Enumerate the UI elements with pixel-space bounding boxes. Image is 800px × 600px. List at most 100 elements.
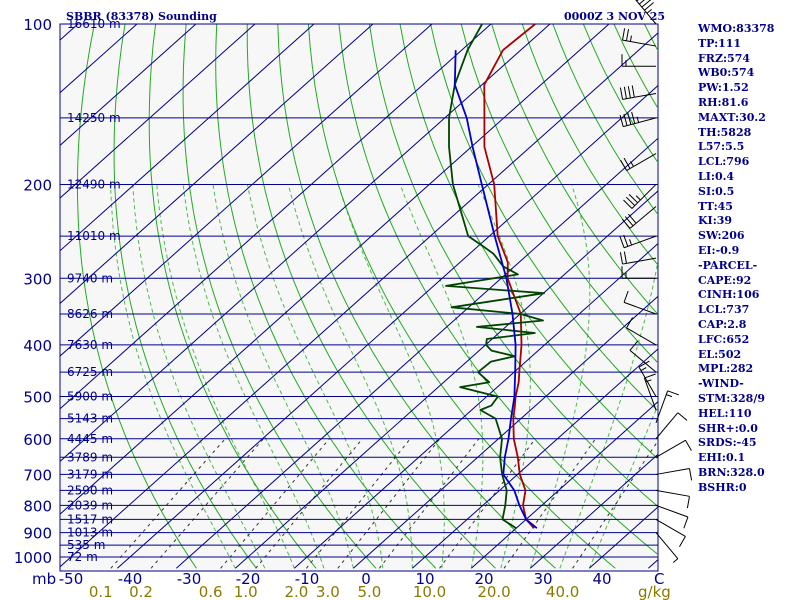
temperature-tick-label: 40 <box>592 570 611 588</box>
sounding-indices-panel: WMO:83378 TP:111 FRZ:574 WB0:574 PW:1.52 RH:8… <box>698 22 798 496</box>
wind-barb <box>623 290 657 315</box>
sounding-index: SHR+:0.0 <box>698 421 758 435</box>
sounding-index: FRZ:574 <box>698 51 751 65</box>
pressure-tick-label: 600 <box>23 431 52 449</box>
isotherm-line <box>176 137 658 569</box>
sounding-index: SI:0.5 <box>698 184 735 198</box>
mixing-ratio-line <box>220 438 330 569</box>
wind-barb <box>619 234 657 249</box>
temperature-tick-label: -20 <box>236 570 261 588</box>
moist-adiabat-line <box>529 184 591 569</box>
sounding-index: EHI:0.1 <box>698 451 746 465</box>
station-title: SBBR (83378) Sounding <box>66 10 217 23</box>
moist-adiabat-line <box>212 184 354 569</box>
temperature-tick-label: -50 <box>59 570 84 588</box>
height-label: 1517 m <box>67 512 113 526</box>
height-label: 12490 m <box>67 177 121 191</box>
wind-barb <box>621 266 656 279</box>
sounding-index: MAXT:30.2 <box>698 110 766 124</box>
wind-barb <box>655 390 680 423</box>
temperature-tick-label: -30 <box>177 570 202 588</box>
height-label: 8626 m <box>67 307 113 321</box>
temperature-tick-label: 10 <box>415 570 434 588</box>
height-label: 5143 m <box>67 412 113 426</box>
dry-adiabat-line <box>246 24 496 569</box>
wind-barbs <box>619 0 693 563</box>
sounding-index: LCL:796 <box>698 155 750 169</box>
wind-barb <box>626 317 657 346</box>
moist-adiabat-line <box>287 184 413 569</box>
mixing-ratio-tick-label: 0.1 <box>89 583 113 600</box>
height-label: 3789 m <box>67 450 113 464</box>
height-label: 11010 m <box>67 229 121 243</box>
isotherm-line <box>294 242 658 569</box>
dry-adiabat-line <box>460 24 658 364</box>
height-label: 4445 m <box>67 432 113 446</box>
parcel-profile-line <box>453 50 538 529</box>
wind-barb <box>629 340 657 373</box>
dewpoint-profile-line <box>445 24 545 529</box>
wind-barb <box>655 412 688 440</box>
sounding-index: EI:-0.9 <box>698 243 740 257</box>
wind-barb <box>621 54 656 67</box>
mixing-ratio-lines <box>110 438 658 569</box>
isotherm-line <box>235 190 658 569</box>
dry-adiabat-line <box>113 24 257 569</box>
height-label: 72 m <box>67 550 98 564</box>
mixing-ratio-tick-label: 0.6 <box>199 583 223 600</box>
height-label: 14250 m <box>67 111 121 125</box>
mixing-ratio-tick-label: 1.0 <box>234 583 258 600</box>
sounding-index: TP:111 <box>698 36 742 50</box>
isotherm-line <box>471 400 658 569</box>
pressure-tick-label: 1000 <box>14 549 52 567</box>
sounding-index: HEL:110 <box>698 406 752 420</box>
pressure-tick-label: 900 <box>23 525 52 543</box>
mixing-ratio-tick-label: 0.2 <box>129 583 153 600</box>
sounding-index: BRN:328.0 <box>698 465 765 479</box>
sounding-index: -PARCEL- <box>698 258 758 272</box>
height-label: 6725 m <box>67 365 113 379</box>
isotherm-line <box>60 24 197 147</box>
isotherm-line <box>60 32 658 568</box>
sounding-index: SRDS:-45 <box>698 436 757 450</box>
pressure-tick-label: 700 <box>23 466 52 484</box>
wind-barb <box>655 504 689 529</box>
dry-adiabat-line <box>148 24 317 569</box>
height-label: 9740 m <box>67 271 113 285</box>
pressure-tick-label: 800 <box>23 497 52 515</box>
moist-adiabat-line <box>156 184 295 569</box>
sounding-index: LI:0.4 <box>698 169 735 183</box>
temperature-tick-label: -10 <box>295 570 320 588</box>
dry-adiabat-line <box>491 24 658 316</box>
moist-adiabat-line <box>110 184 236 569</box>
mixing-ratio-tick-label: 40.0 <box>546 583 579 600</box>
moist-adiabat-line <box>477 184 531 569</box>
isotherm-line <box>60 24 492 410</box>
moist-adiabat-line <box>337 184 445 569</box>
dry-adiabat-line <box>215 24 437 569</box>
wind-barb <box>655 532 679 563</box>
wind-barb <box>655 468 693 481</box>
wind-barb <box>638 360 657 397</box>
time-label: 0000Z 3 NOV 25 <box>564 10 665 23</box>
mixing-ratio-tick-label: 10.0 <box>413 583 446 600</box>
wind-barb <box>623 184 657 209</box>
mixing-ratio-line <box>150 438 264 569</box>
sounding-index: BSHR:0 <box>698 480 747 494</box>
sounding-index: WB0:574 <box>698 66 755 80</box>
isotherm-line <box>60 24 551 463</box>
isotherms <box>60 24 658 569</box>
mixing-ratio-line <box>439 438 536 569</box>
wind-barb <box>655 439 692 458</box>
sounding-index: MPL:282 <box>698 362 754 376</box>
dry-adiabat-line <box>369 24 658 508</box>
isobars: 16610 m 14250 m 12490 m 11010 m 9740 m 8626 m… <box>60 17 658 564</box>
isotherm-line <box>412 348 658 569</box>
height-label: 1013 m <box>67 526 113 540</box>
wind-barb <box>619 111 657 128</box>
sounding-index: TT:45 <box>698 199 733 213</box>
mixing-ratio-tick-label: 2.0 <box>284 583 308 600</box>
height-label: 5900 m <box>67 390 113 404</box>
